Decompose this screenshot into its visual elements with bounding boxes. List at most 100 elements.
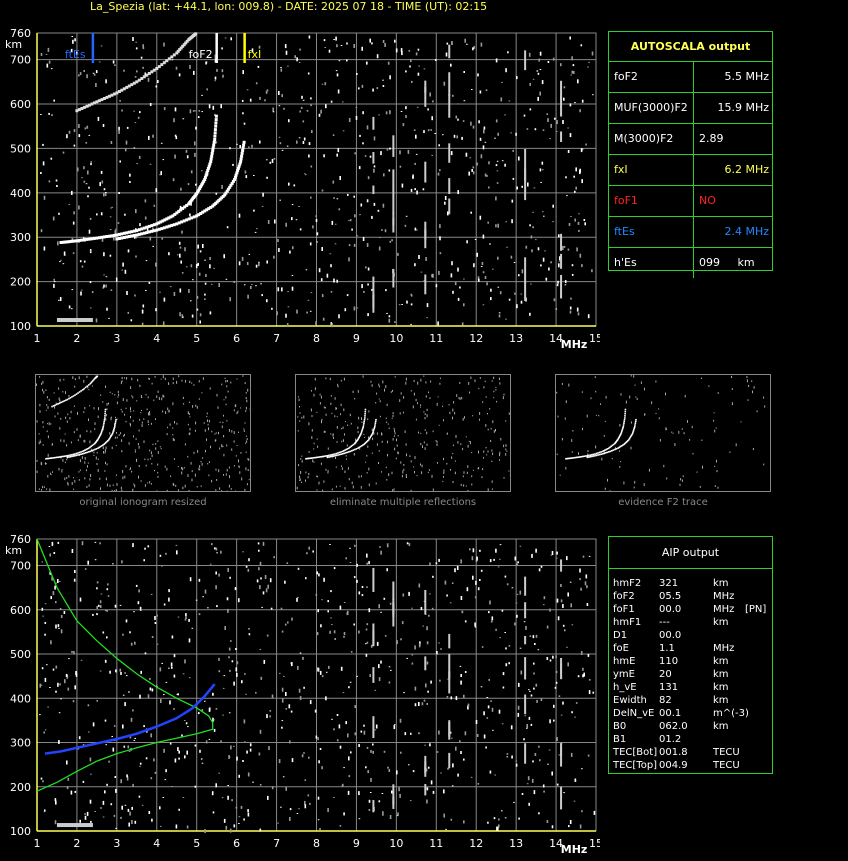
thumb-trace-point (374, 424, 376, 426)
noise-speckle (426, 641, 429, 645)
noise-speckle (353, 44, 355, 48)
noise-speckle (400, 638, 402, 641)
noise-speckle (463, 303, 465, 307)
thumb-noise (244, 382, 246, 385)
noise-speckle (360, 730, 363, 733)
thumb-trace-point (337, 452, 339, 454)
thumb-noise (448, 404, 450, 406)
thumb-trace-point (92, 449, 95, 451)
thumb-noise (421, 471, 423, 475)
thumb-noise (245, 435, 247, 437)
noise-speckle (154, 771, 157, 774)
noise-speckle (371, 215, 373, 219)
noise-speckle (361, 586, 364, 588)
thumb-noise (701, 377, 702, 380)
noise-speckle (506, 246, 508, 248)
trace-point (135, 80, 139, 84)
noise-speckle (310, 97, 312, 100)
noise-speckle (426, 317, 428, 319)
noise-speckle (137, 601, 140, 605)
noise-speckle (530, 283, 532, 285)
noise-speckle (225, 825, 228, 830)
interference-streak (524, 576, 527, 596)
thumb-noise (492, 420, 494, 424)
thumb-noise (206, 415, 208, 418)
noise-speckle (480, 154, 483, 159)
thumb-trace-point (600, 451, 602, 453)
noise-speckle (581, 179, 583, 184)
trace-point (236, 169, 240, 173)
noise-speckle (173, 708, 175, 710)
noise-speckle (505, 663, 508, 667)
noise-speckle (447, 678, 449, 680)
noise-speckle (81, 177, 83, 179)
y-tick-label: 760 (10, 27, 31, 40)
thumb-noise (88, 389, 90, 391)
noise-speckle (336, 73, 339, 77)
noise-speckle (307, 72, 310, 75)
noise-speckle (99, 182, 101, 187)
thumb-noise (205, 449, 206, 453)
noise-speckle (204, 282, 207, 285)
thumb-noise (420, 463, 421, 466)
noise-speckle (388, 681, 391, 684)
noise-speckle (567, 248, 570, 251)
noise-speckle (504, 114, 506, 116)
noise-speckle (235, 806, 238, 809)
thumb-noise (247, 469, 249, 472)
noise-speckle (382, 40, 385, 43)
noise-speckle (249, 98, 252, 102)
interference-streak (424, 766, 427, 777)
noise-speckle (44, 677, 47, 682)
noise-speckle (344, 308, 347, 312)
noise-speckle (404, 224, 407, 227)
noise-speckle (286, 145, 289, 147)
thumb-noise (202, 457, 204, 459)
trace-point (199, 185, 203, 189)
noise-speckle (138, 795, 141, 798)
noise-speckle (247, 568, 250, 572)
thumb-noise (162, 375, 164, 379)
noise-speckle (50, 596, 52, 600)
thumb-noise (437, 396, 439, 398)
trace-point (176, 49, 180, 53)
noise-speckle (48, 546, 51, 547)
thumb-trace-point (612, 443, 615, 446)
noise-speckle (414, 162, 416, 165)
thumb-noise (188, 401, 190, 404)
noise-speckle (73, 211, 75, 215)
noise-speckle (526, 128, 529, 130)
noise-speckle (529, 224, 531, 227)
noise-speckle (230, 37, 232, 41)
noise-speckle (247, 294, 249, 299)
thumb-noise (479, 412, 481, 415)
trace-second-hop (75, 32, 198, 113)
trace-point (172, 53, 176, 57)
noise-speckle (214, 547, 216, 550)
noise-speckle (475, 560, 478, 563)
thumb-trace-point (598, 453, 601, 456)
thumb-trace-point (375, 418, 377, 421)
interference-streak (392, 603, 395, 627)
thumb-noise (671, 431, 673, 433)
thumb-noise (150, 483, 152, 485)
noise-speckle (523, 114, 526, 117)
header-title: La_Spezia (lat: +44.1, lon: 009.8) - DAT… (90, 0, 488, 13)
thumb-noise (325, 468, 327, 471)
noise-speckle (222, 74, 224, 78)
noise-speckle (72, 39, 74, 44)
thumb-noise (245, 406, 247, 410)
thumb-noise (347, 424, 349, 426)
autoscala-row: M(3000)F2 2.89 (609, 124, 772, 155)
noise-speckle (118, 126, 120, 131)
thumb-noise (459, 397, 461, 401)
noise-speckle (331, 624, 333, 626)
thumb-noise (748, 384, 750, 388)
thumb-noise (120, 408, 122, 411)
noise-speckle (516, 614, 518, 618)
noise-speckle (321, 294, 324, 298)
noise-speckle (386, 543, 389, 548)
noise-speckle (190, 300, 192, 302)
noise-speckle (457, 297, 460, 301)
thumb-noise (474, 379, 476, 382)
